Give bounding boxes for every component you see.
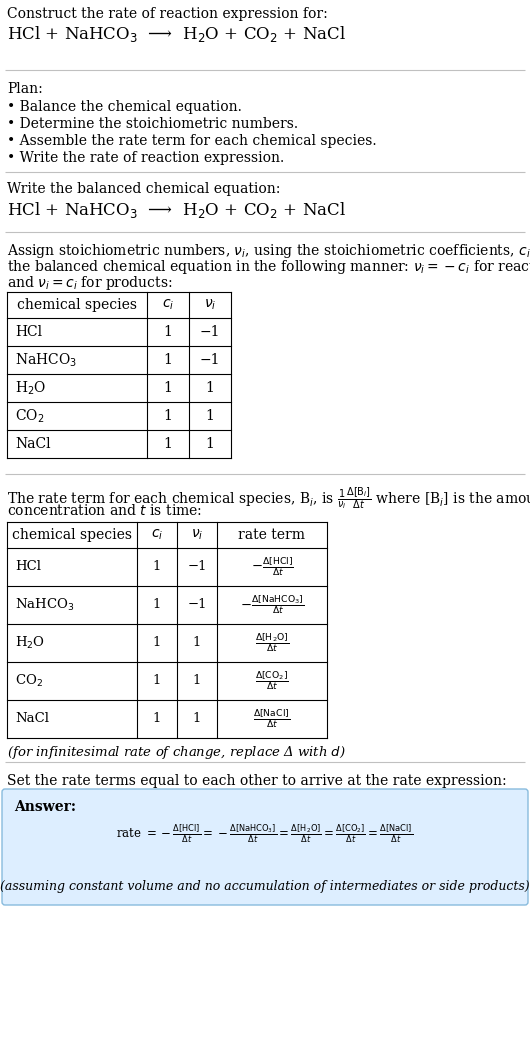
Text: 1: 1 <box>153 674 161 688</box>
Text: 1: 1 <box>193 674 201 688</box>
Text: 1: 1 <box>206 381 215 395</box>
Text: NaCl: NaCl <box>15 713 49 725</box>
Text: 1: 1 <box>153 561 161 573</box>
Text: $\frac{\Delta[\mathrm{H_2O}]}{\Delta t}$: $\frac{\Delta[\mathrm{H_2O}]}{\Delta t}$ <box>255 631 289 654</box>
Text: $-\frac{\Delta[\mathrm{NaHCO_3}]}{\Delta t}$: $-\frac{\Delta[\mathrm{NaHCO_3}]}{\Delta… <box>240 594 304 617</box>
Text: H$_2$O: H$_2$O <box>15 379 46 397</box>
Text: HCl + NaHCO$_3$  ⟶  H$_2$O + CO$_2$ + NaCl: HCl + NaHCO$_3$ ⟶ H$_2$O + CO$_2$ + NaCl <box>7 24 346 44</box>
Text: NaHCO$_3$: NaHCO$_3$ <box>15 597 74 613</box>
Text: NaHCO$_3$: NaHCO$_3$ <box>15 351 77 369</box>
Text: −1: −1 <box>200 325 220 339</box>
Text: • Determine the stoichiometric numbers.: • Determine the stoichiometric numbers. <box>7 117 298 131</box>
Text: CO$_2$: CO$_2$ <box>15 407 45 425</box>
Text: $\nu_i$: $\nu_i$ <box>204 298 216 313</box>
Text: 1: 1 <box>164 353 172 367</box>
Text: Answer:: Answer: <box>14 800 76 814</box>
Text: and $\nu_i = c_i$ for products:: and $\nu_i = c_i$ for products: <box>7 274 172 292</box>
Text: 1: 1 <box>206 410 215 423</box>
Text: CO$_2$: CO$_2$ <box>15 673 43 689</box>
Text: 1: 1 <box>193 713 201 725</box>
Text: The rate term for each chemical species, B$_i$, is $\frac{1}{\nu_i}\frac{\Delta[: The rate term for each chemical species,… <box>7 486 530 512</box>
Text: Set the rate terms equal to each other to arrive at the rate expression:: Set the rate terms equal to each other t… <box>7 774 507 788</box>
Text: 1: 1 <box>164 381 172 395</box>
Text: 1: 1 <box>153 637 161 649</box>
Text: (for infinitesimal rate of change, replace Δ with $d$): (for infinitesimal rate of change, repla… <box>7 744 346 761</box>
Text: • Write the rate of reaction expression.: • Write the rate of reaction expression. <box>7 151 284 165</box>
Text: H$_2$O: H$_2$O <box>15 635 45 651</box>
Text: 1: 1 <box>164 410 172 423</box>
Text: (assuming constant volume and no accumulation of intermediates or side products): (assuming constant volume and no accumul… <box>0 880 530 893</box>
Text: • Balance the chemical equation.: • Balance the chemical equation. <box>7 100 242 114</box>
Text: Construct the rate of reaction expression for:: Construct the rate of reaction expressio… <box>7 7 328 21</box>
Text: rate term: rate term <box>238 528 305 542</box>
Text: Plan:: Plan: <box>7 82 43 96</box>
Text: chemical species: chemical species <box>12 528 132 542</box>
Text: • Assemble the rate term for each chemical species.: • Assemble the rate term for each chemic… <box>7 134 377 148</box>
Text: chemical species: chemical species <box>17 298 137 312</box>
Text: the balanced chemical equation in the following manner: $\nu_i = -c_i$ for react: the balanced chemical equation in the fo… <box>7 258 530 276</box>
Text: NaCl: NaCl <box>15 437 51 451</box>
Text: $\frac{\Delta[\mathrm{NaCl}]}{\Delta t}$: $\frac{\Delta[\mathrm{NaCl}]}{\Delta t}$ <box>253 708 290 730</box>
Text: Write the balanced chemical equation:: Write the balanced chemical equation: <box>7 182 280 196</box>
FancyBboxPatch shape <box>2 789 528 905</box>
Text: 1: 1 <box>153 598 161 612</box>
Text: rate $= -\frac{\Delta[\mathrm{HCl}]}{\Delta t} = -\frac{\Delta[\mathrm{NaHCO_3}]: rate $= -\frac{\Delta[\mathrm{HCl}]}{\De… <box>117 823 413 845</box>
Text: concentration and $t$ is time:: concentration and $t$ is time: <box>7 503 202 518</box>
Text: 1: 1 <box>164 325 172 339</box>
Text: HCl: HCl <box>15 561 41 573</box>
Text: $\nu_i$: $\nu_i$ <box>191 528 203 542</box>
Text: HCl + NaHCO$_3$  ⟶  H$_2$O + CO$_2$ + NaCl: HCl + NaHCO$_3$ ⟶ H$_2$O + CO$_2$ + NaCl <box>7 200 346 220</box>
Text: $c_i$: $c_i$ <box>162 298 174 313</box>
Text: 1: 1 <box>153 713 161 725</box>
Text: Assign stoichiometric numbers, $\nu_i$, using the stoichiometric coefficients, $: Assign stoichiometric numbers, $\nu_i$, … <box>7 242 530 260</box>
Text: 1: 1 <box>206 437 215 451</box>
Text: 1: 1 <box>164 437 172 451</box>
Text: 1: 1 <box>193 637 201 649</box>
Text: $-\frac{\Delta[\mathrm{HCl}]}{\Delta t}$: $-\frac{\Delta[\mathrm{HCl}]}{\Delta t}$ <box>251 556 294 578</box>
Text: HCl: HCl <box>15 325 42 339</box>
Text: −1: −1 <box>200 353 220 367</box>
Text: −1: −1 <box>187 598 207 612</box>
Text: $c_i$: $c_i$ <box>151 528 163 542</box>
Text: $\frac{\Delta[\mathrm{CO_2}]}{\Delta t}$: $\frac{\Delta[\mathrm{CO_2}]}{\Delta t}$ <box>255 670 289 693</box>
Text: −1: −1 <box>187 561 207 573</box>
